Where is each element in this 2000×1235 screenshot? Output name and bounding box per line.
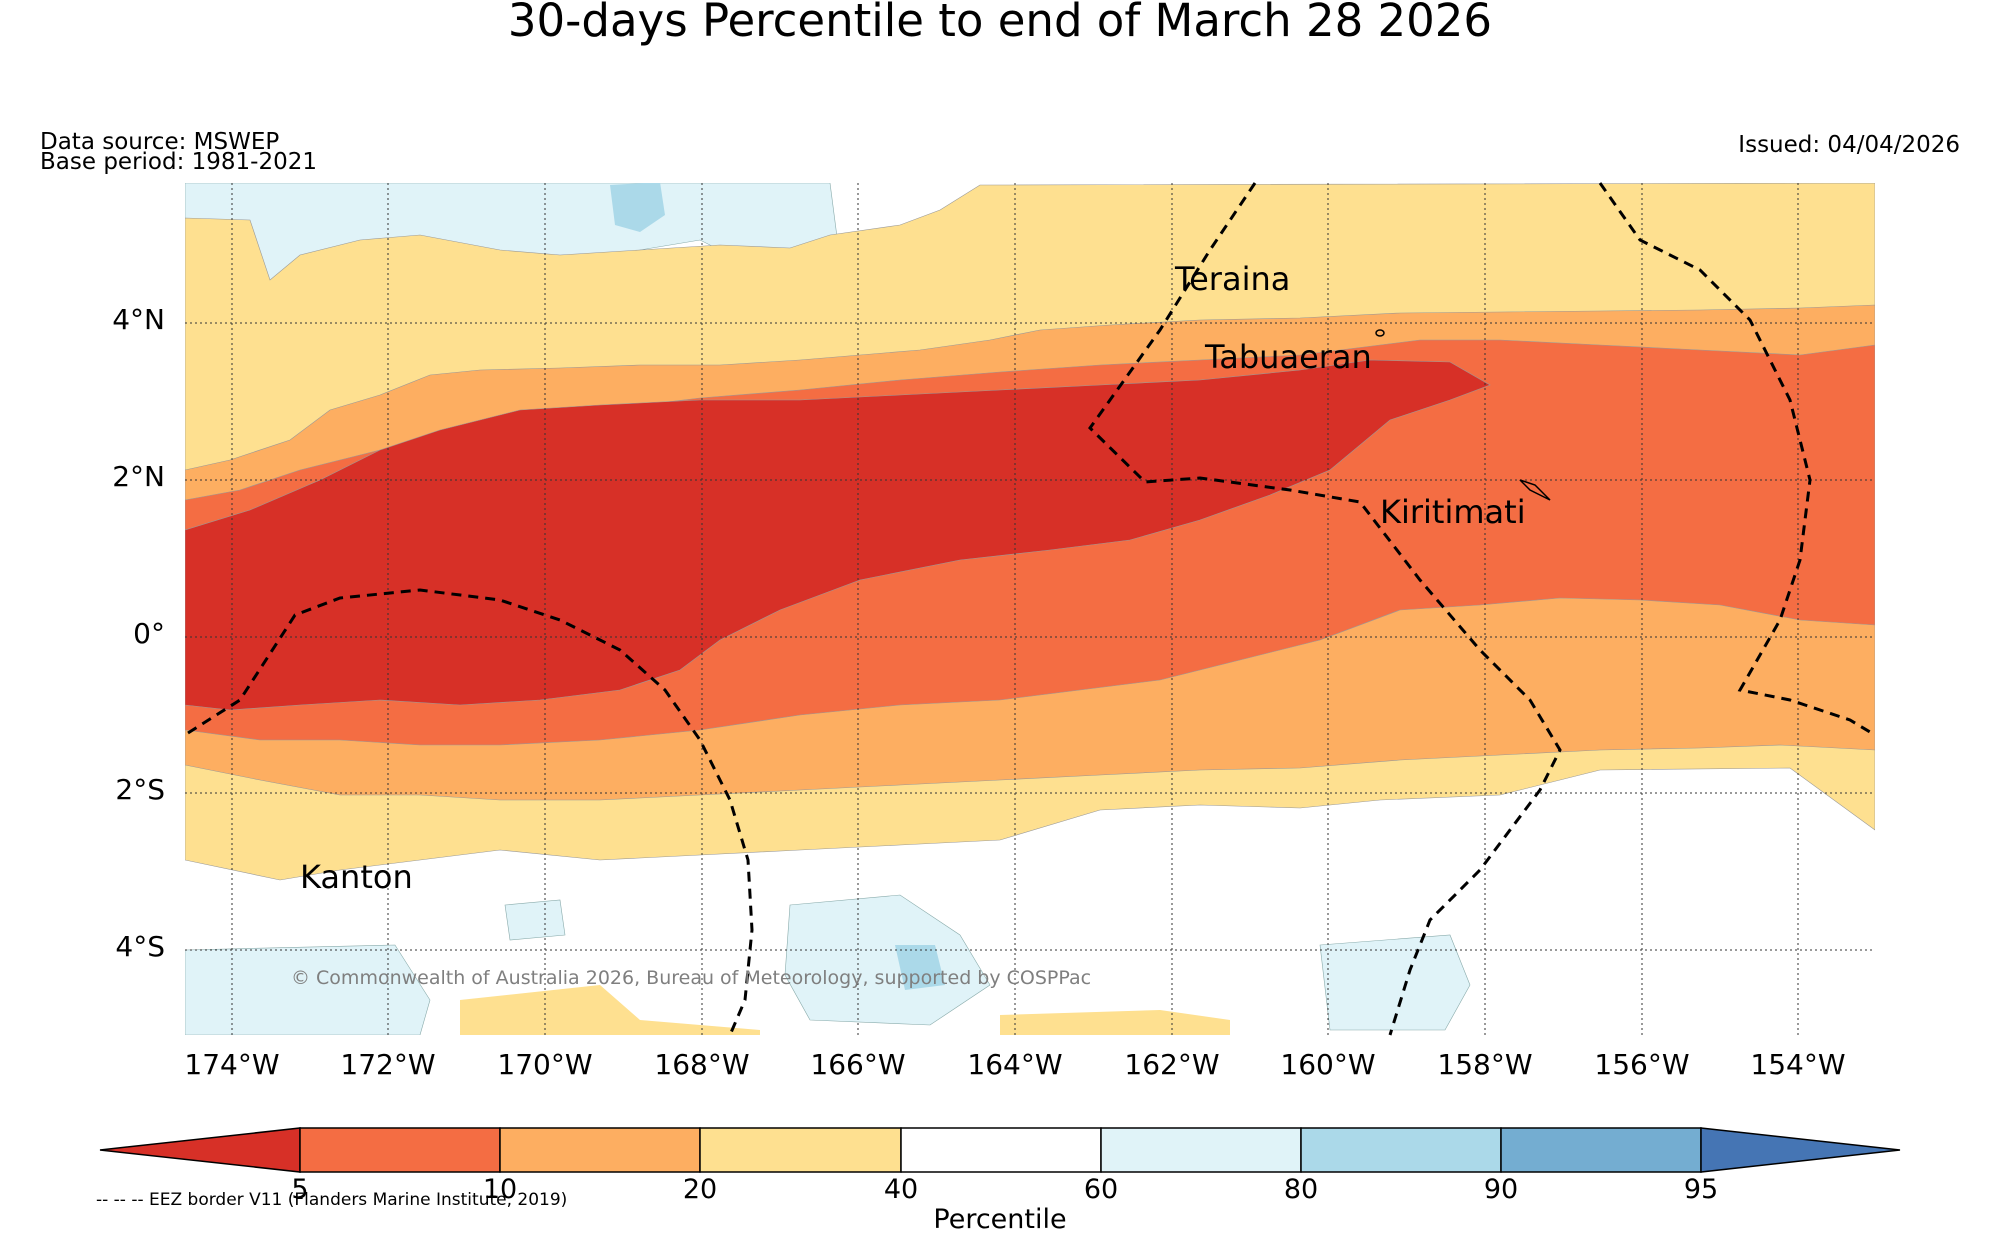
colorbar-tick-label: 95	[1683, 1174, 1719, 1205]
colorbar-tick-label: 40	[883, 1174, 919, 1205]
colorbar-extend-high	[1700, 1127, 1901, 1173]
copyright-credit: © Commonwealth of Australia 2026, Bureau…	[291, 967, 1092, 989]
colorbar-tick-label: 5	[291, 1174, 309, 1205]
lat-label: 4°S	[115, 930, 165, 963]
band-80-90-north	[610, 183, 665, 232]
map-gridlines	[185, 183, 1875, 1035]
eez-border-east	[1598, 182, 1876, 737]
colorbar-segment	[499, 1127, 701, 1173]
map-fill	[185, 183, 1875, 1035]
lon-label: 174°W	[184, 1048, 280, 1081]
data-source-text: Data source: MSWEP	[40, 129, 280, 155]
source-info: Data source: MSWEP Base period: 1981-202…	[40, 129, 318, 175]
colorbar-tick-label: 20	[682, 1174, 718, 1205]
colorbar-tick-label: 60	[1083, 1174, 1119, 1205]
eez-border-note: -- -- -- EEZ border V11 (Flanders Marine…	[96, 1190, 568, 1210]
lat-label: 2°N	[112, 460, 165, 493]
colorbar-segment	[1100, 1127, 1302, 1173]
band-below-5	[185, 359, 1491, 711]
colorbar-segment	[699, 1127, 902, 1173]
colorbar-segment	[900, 1127, 1102, 1173]
lon-label: 162°W	[1124, 1048, 1220, 1081]
place-label-kiritimati: Kiritimati	[1380, 493, 1526, 531]
eez-border-line-islands	[1088, 182, 1562, 1036]
colorbar	[99, 1127, 1901, 1173]
tabuaeran-island-outline	[1375, 329, 1385, 337]
colorbar-extend-low	[99, 1127, 301, 1173]
colorbar-segment	[1300, 1127, 1502, 1173]
map-title: 30-days Percentile to end of March 28 20…	[507, 0, 1493, 47]
band-80-90-south	[895, 945, 945, 990]
place-label-tabuaeran: Tabuaeran	[1204, 338, 1372, 376]
band-60-80-south-a	[784, 894, 991, 1026]
colorbar-tick-label: 10	[482, 1174, 518, 1205]
eez-borders	[187, 182, 1876, 1036]
lon-label: 166°W	[810, 1048, 906, 1081]
lat-label: 0°	[133, 617, 165, 650]
colorbar-tick-label: 90	[1483, 1174, 1519, 1205]
lon-label: 158°W	[1437, 1048, 1533, 1081]
kiritimati-island-outline	[1519, 479, 1551, 501]
band-60-80-south-c	[1319, 934, 1471, 1031]
lat-label: 2°S	[115, 773, 165, 806]
lon-label: 164°W	[967, 1048, 1063, 1081]
colorbar-segment	[299, 1127, 501, 1173]
colorbar-title: Percentile	[933, 1204, 1067, 1235]
lon-label: 154°W	[1750, 1048, 1846, 1081]
band-20-40-south-a	[460, 985, 760, 1035]
issued-date: Issued: 04/04/2026	[1738, 132, 1960, 158]
lon-label: 160°W	[1280, 1048, 1376, 1081]
band-60-80-south-b	[185, 944, 431, 1035]
band-60-80-south-d	[504, 899, 566, 941]
lon-label: 156°W	[1594, 1048, 1690, 1081]
place-label-kanton: Kanton	[300, 858, 413, 896]
lat-label: 4°N	[112, 303, 165, 336]
lon-label: 172°W	[340, 1048, 436, 1081]
colorbar-tick-label: 80	[1283, 1174, 1319, 1205]
base-period-text: Base period: 1981-2021	[40, 149, 318, 175]
colorbar-segment	[1500, 1127, 1702, 1173]
lon-label: 168°W	[654, 1048, 750, 1081]
place-label-teraina: Teraina	[1174, 260, 1290, 298]
eez-border-kanton	[187, 588, 754, 1036]
lon-label: 170°W	[497, 1048, 593, 1081]
